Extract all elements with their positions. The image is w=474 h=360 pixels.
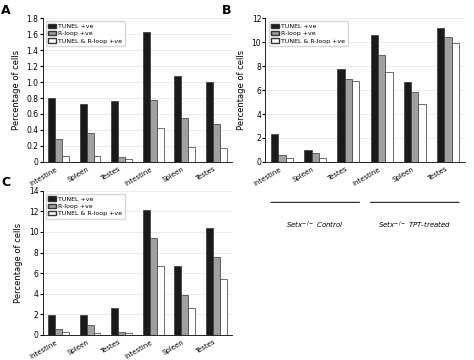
Bar [182, 118, 188, 162]
Bar [111, 101, 118, 162]
Y-axis label: Percentage of cells: Percentage of cells [12, 50, 21, 130]
Bar [48, 98, 55, 162]
Text: $Setx^{-/-}$ TPT-treated: $Setx^{-/-}$ TPT-treated [378, 220, 451, 231]
Bar [150, 238, 157, 335]
Bar [93, 333, 100, 335]
Legend: TUNEL +ve, R-loop +ve, TUNEL & R-loop +ve: TUNEL +ve, R-loop +ve, TUNEL & R-loop +v… [46, 21, 125, 46]
Bar [87, 133, 93, 162]
Bar [118, 332, 125, 335]
Bar [319, 158, 326, 162]
Bar [311, 153, 319, 162]
Bar [371, 35, 378, 162]
Bar [419, 104, 426, 162]
Bar [55, 139, 62, 162]
Text: B: B [222, 4, 231, 17]
Bar [345, 78, 352, 162]
Bar [337, 69, 345, 162]
Text: C: C [1, 176, 10, 189]
Bar [150, 100, 157, 162]
Text: $Setx^{+/+}$ TPT-treated: $Setx^{+/+}$ TPT-treated [148, 220, 221, 231]
Legend: TUNEL +ve, R-loop +ve, TUNEL & R-loop +ve: TUNEL +ve, R-loop +ve, TUNEL & R-loop +v… [269, 21, 347, 46]
Text: A: A [1, 4, 10, 17]
Y-axis label: Percentage of cells: Percentage of cells [14, 223, 23, 303]
Bar [118, 157, 125, 162]
Bar [111, 308, 118, 335]
Bar [206, 228, 213, 335]
Bar [444, 37, 452, 162]
Bar [304, 150, 311, 162]
Bar [80, 104, 87, 162]
Bar [157, 266, 164, 335]
Bar [286, 158, 293, 162]
Bar [213, 257, 220, 335]
Bar [206, 82, 213, 162]
Text: $Setx^{-/-}$ Control: $Setx^{-/-}$ Control [286, 220, 344, 231]
Bar [352, 81, 359, 162]
Bar [411, 93, 419, 162]
Bar [48, 315, 55, 335]
Bar [188, 147, 195, 162]
Bar [125, 333, 132, 335]
Bar [188, 307, 195, 335]
Bar [87, 324, 93, 335]
Bar [220, 148, 227, 162]
Bar [182, 295, 188, 335]
Bar [278, 155, 286, 162]
Bar [143, 32, 150, 162]
Bar [174, 266, 182, 335]
Bar [437, 28, 444, 162]
Bar [271, 134, 278, 162]
Bar [93, 156, 100, 162]
Bar [452, 43, 459, 162]
Bar [404, 82, 411, 162]
Bar [213, 123, 220, 162]
Bar [62, 332, 69, 335]
Bar [62, 156, 69, 162]
Bar [55, 329, 62, 335]
Bar [157, 127, 164, 162]
Legend: TUNEL +ve, R-loop +ve, TUNEL & R-loop +ve: TUNEL +ve, R-loop +ve, TUNEL & R-loop +v… [46, 194, 125, 219]
Text: $Setx^{+/+}$ Control: $Setx^{+/+}$ Control [61, 220, 119, 231]
Bar [385, 72, 392, 162]
Y-axis label: Percentage of cells: Percentage of cells [237, 50, 246, 130]
Bar [80, 315, 87, 335]
Bar [143, 210, 150, 335]
Bar [174, 76, 182, 162]
Bar [220, 279, 227, 335]
Bar [378, 55, 385, 162]
Bar [125, 159, 132, 162]
